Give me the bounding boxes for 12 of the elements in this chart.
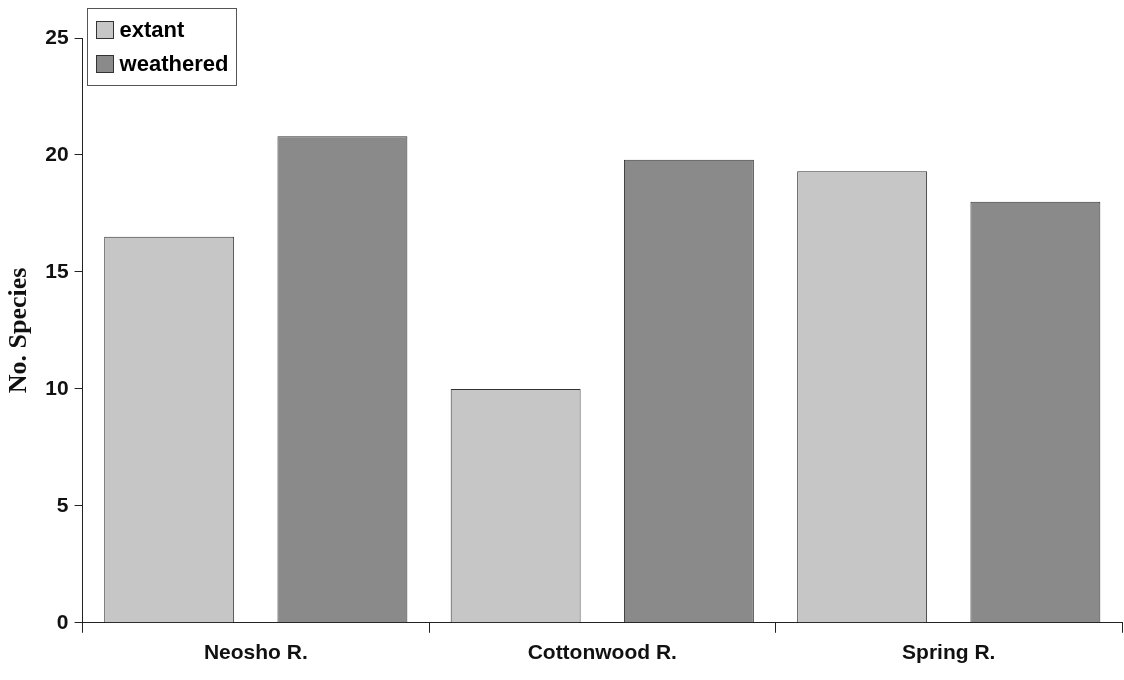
legend-label: weathered [119,51,229,77]
y-tick-label: 20 [45,141,69,165]
legend-label: extant [119,17,185,43]
x-tick-label: Cottonwood R. [527,640,677,664]
y-tick-label: 10 [45,375,69,399]
x-tick-label: Neosho R. [203,640,308,664]
x-tick-label: Spring R. [902,640,996,664]
y-tick-label: 15 [45,258,69,282]
y-tick-label: 25 [45,24,69,48]
y-tick-label: 5 [56,492,69,516]
y-axis-title: No. Species [3,267,33,394]
y-tick-label: 0 [56,609,69,633]
